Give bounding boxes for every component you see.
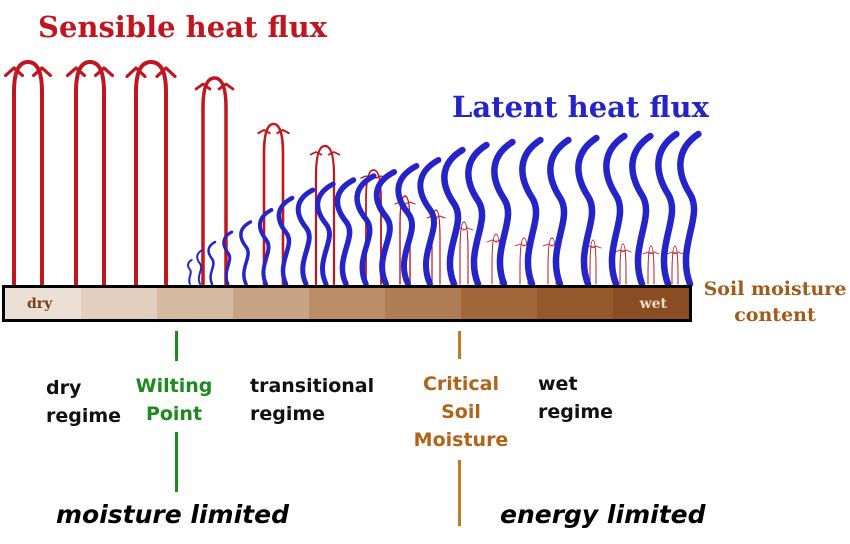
sensible-arrowhead: [309, 151, 323, 156]
dry-end-label: dry: [27, 296, 53, 312]
regime-line: Soil: [441, 401, 481, 423]
sensible-flux-arrow: [74, 59, 106, 286]
latent-flux-wave: [315, 181, 336, 287]
sensible-arrowhead: [257, 128, 271, 135]
dry-regime-label: dry regime: [46, 374, 156, 430]
latent-flux-wave: [276, 195, 295, 287]
latent-flux-wave: [677, 130, 702, 288]
sensible-arrowhead: [125, 66, 147, 78]
sensible-flux-arrow: [619, 243, 627, 285]
bar-segment: [157, 288, 233, 319]
latent-flux-wave: [295, 187, 316, 287]
bar-segment: [81, 288, 157, 319]
sensible-arrowhead: [514, 243, 526, 247]
latent-flux-wave: [334, 177, 357, 287]
bar-segment: [613, 288, 689, 319]
latent-flux-wave: [222, 230, 234, 286]
moisture-limited-label: moisture limited: [56, 500, 289, 529]
latent-flux-wave: [603, 132, 628, 288]
bar-segment: [461, 288, 537, 319]
critical-moisture-line-top: [458, 331, 461, 359]
latent-flux-wave: [629, 132, 654, 288]
sensible-arrowhead: [434, 215, 446, 219]
wilting-point-line-top: [175, 331, 178, 361]
latent-flux-wave: [575, 134, 600, 288]
sensible-arrowhead: [194, 82, 212, 91]
sensible-arrowhead: [590, 245, 602, 249]
regime-line: dry: [46, 377, 82, 399]
regime-line: regime: [538, 401, 614, 423]
critical-moisture-line-bottom: [458, 460, 461, 526]
sensible-flux-arrow: [589, 239, 597, 285]
sensible-flux-arrow: [647, 245, 655, 285]
wilting-point-line-bottom: [175, 432, 178, 492]
latent-flux-wave: [491, 138, 516, 288]
sensible-flux-arrow: [12, 59, 44, 286]
sensible-arrowhead: [276, 128, 290, 135]
latent-flux-wave: [187, 259, 193, 285]
regime-line: regime: [46, 405, 122, 427]
sensible-arrowhead: [542, 243, 554, 247]
latent-flux-wave: [196, 249, 204, 285]
sensible-arrowhead: [462, 227, 474, 231]
sensible-arrowhead: [217, 82, 235, 91]
latent-flux-wave: [465, 141, 490, 288]
soil-moisture-bar: dry wet: [2, 285, 692, 322]
sensible-arrowhead: [404, 201, 416, 205]
bar-segment: [385, 288, 461, 319]
bar-segment: [309, 288, 385, 319]
sensible-arrowhead: [486, 239, 498, 243]
latent-flux-wave: [373, 169, 398, 287]
sensible-arrowhead: [32, 66, 52, 78]
latent-flux-wave: [354, 173, 377, 287]
bar-segment: [537, 288, 613, 319]
sensible-arrowhead: [3, 66, 24, 78]
bar-segment: [5, 288, 81, 319]
sensible-flux-arrow: [134, 59, 168, 286]
sensible-arrowhead: [327, 151, 341, 156]
sensible-arrowhead: [672, 251, 684, 255]
latent-flux-wave: [258, 208, 274, 286]
regime-line: Moisture: [413, 429, 509, 451]
sensible-flux-arrow: [201, 76, 228, 286]
wet-regime-label: wet regime: [538, 370, 648, 426]
bar-segment: [233, 288, 309, 319]
sensible-flux-arrow: [459, 221, 469, 285]
soil-label-line: content: [734, 304, 816, 326]
latent-flux-wave: [547, 136, 572, 288]
regime-line: Wilting: [135, 375, 213, 397]
sensible-arrowhead: [620, 249, 632, 253]
latent-flux-wave: [395, 163, 420, 287]
latent-flux-wave: [207, 240, 217, 286]
regime-line: regime: [250, 403, 326, 425]
sensible-heat-flux-title: Sensible heat flux: [38, 10, 327, 44]
latent-flux-wave: [519, 136, 544, 288]
latent-heat-flux-title: Latent heat flux: [452, 90, 709, 124]
regime-line: wet: [538, 373, 578, 395]
regime-line: Point: [145, 403, 203, 425]
sensible-arrowhead: [66, 66, 86, 78]
energy-limited-label: energy limited: [500, 500, 706, 529]
sensible-arrowhead: [648, 251, 660, 255]
sensible-flux-arrow: [314, 144, 336, 286]
regime-line: transitional: [250, 375, 375, 397]
transitional-regime-label: transitional regime: [250, 372, 410, 428]
critical-soil-moisture-label: Critical Soil Moisture: [404, 370, 518, 454]
wilting-point-label: Wilting Point: [124, 372, 224, 428]
wet-end-label: wet: [639, 296, 667, 312]
soil-moisture-content-label: Soil moisture content: [700, 276, 850, 328]
regime-line: Critical: [422, 373, 500, 395]
latent-flux-wave: [417, 157, 442, 287]
latent-flux-wave: [441, 146, 466, 288]
sensible-flux-arrow: [671, 245, 679, 285]
sensible-arrowhead: [155, 66, 177, 78]
sensible-flux-arrow: [262, 122, 285, 286]
latent-flux-wave: [239, 220, 253, 286]
latent-flux-wave: [655, 130, 680, 288]
sensible-arrowhead: [94, 66, 114, 78]
soil-label-line: Soil moisture: [703, 278, 847, 300]
